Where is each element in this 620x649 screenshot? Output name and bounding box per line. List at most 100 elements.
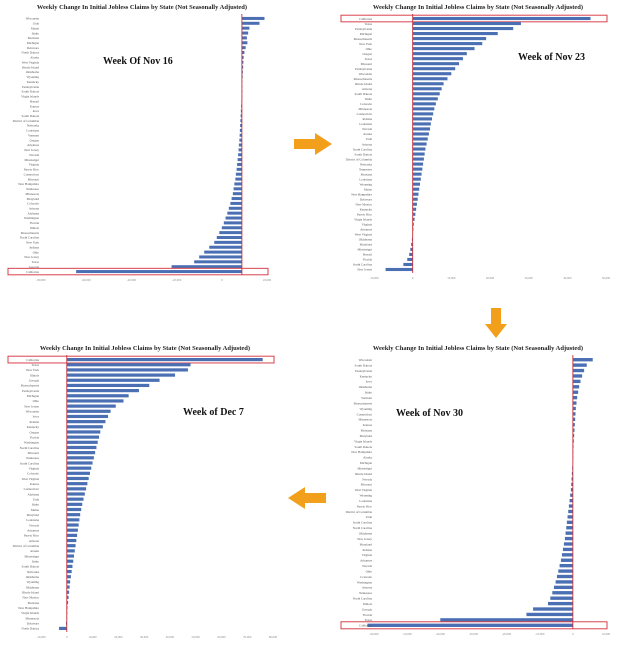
category-label: Louisiana (26, 129, 39, 133)
x-tick-label: -80,000 (36, 278, 46, 283)
bar (412, 72, 452, 76)
bar (66, 482, 88, 486)
category-label: South Dakota (22, 90, 40, 94)
category-label: West Virginia (355, 488, 373, 492)
bar (241, 55, 244, 59)
category-label: Massachusetts (21, 384, 40, 388)
bar (235, 177, 242, 181)
category-label: Washington (24, 216, 40, 220)
bar (237, 158, 242, 162)
week-label: Week of Nov 30 (396, 408, 463, 419)
x-tick-label: 80,000 (269, 635, 278, 640)
bar (565, 531, 573, 535)
category-label: Wisconsin (359, 358, 373, 362)
category-label: Idaho (365, 391, 373, 395)
category-label: New Jersey (357, 268, 372, 272)
bar (241, 60, 244, 64)
category-label: Indiana (29, 245, 39, 249)
category-label: Alaska (363, 456, 372, 460)
category-label: Tennessee (359, 167, 373, 171)
category-label: Virgin Islands (21, 95, 40, 99)
bar (66, 409, 111, 413)
bar (66, 420, 106, 424)
bar (412, 42, 483, 46)
category-label: Rhode Island (355, 472, 372, 476)
bar (412, 212, 416, 216)
bar (66, 590, 70, 594)
category-label: Oklahoma (359, 532, 373, 536)
bar (66, 549, 75, 553)
bar (562, 547, 573, 552)
bar (412, 127, 431, 131)
bar (566, 520, 573, 524)
bar (241, 26, 250, 30)
category-label: Wyoming (26, 580, 39, 584)
category-label: Delaware (27, 46, 40, 50)
bar (66, 569, 72, 574)
bar (568, 509, 573, 514)
bar (66, 533, 78, 537)
bar (66, 580, 71, 584)
category-label: Delaware (27, 622, 40, 626)
bar (241, 46, 246, 50)
category-label: Wisconsin (26, 17, 40, 21)
bar (409, 252, 413, 256)
bar (552, 591, 573, 595)
category-label: New Hampshire (18, 606, 39, 610)
bar (66, 502, 83, 506)
bar (558, 569, 573, 573)
x-tick-label: -40,000 (436, 632, 446, 637)
category-label: Missouri (28, 451, 39, 455)
category-label: Connecticut (24, 487, 40, 491)
bar (66, 497, 84, 501)
bar (214, 240, 242, 244)
category-label: Nevada (362, 564, 372, 568)
bar (66, 595, 69, 599)
bar (533, 607, 573, 611)
category-label: West Virginia (22, 477, 40, 481)
bar (570, 493, 573, 497)
category-label: Idaho (32, 560, 40, 564)
category-label: Mississippi (24, 158, 39, 162)
bar (412, 192, 419, 196)
bar (412, 157, 424, 161)
category-label: Virginia (362, 553, 373, 557)
bar (412, 16, 591, 21)
bar (240, 119, 242, 123)
category-label: South Dakota (355, 363, 373, 367)
bar (66, 461, 93, 465)
category-label: North Carolina (20, 236, 40, 240)
bar (231, 197, 242, 201)
bar (209, 245, 242, 249)
x-tick-label: 0 (221, 278, 223, 282)
bar (76, 270, 242, 274)
bar (572, 379, 581, 384)
category-label: Texas (32, 363, 40, 367)
category-label: Nebraska (27, 570, 40, 574)
category-label: California (359, 624, 373, 628)
bar (239, 138, 242, 142)
bar (239, 128, 242, 132)
bar (66, 513, 81, 517)
category-label: Florida (363, 258, 373, 262)
category-label: Michigan (27, 41, 40, 45)
bar (241, 65, 244, 69)
bar (572, 417, 576, 422)
category-label: Missouri (361, 483, 372, 487)
category-label: Nebraska (27, 124, 40, 128)
bar (66, 523, 79, 527)
category-label: Kansas (30, 104, 40, 108)
category-label: Rhode Island (22, 591, 39, 595)
category-label: Pennsylvania (355, 27, 373, 31)
bar (412, 162, 424, 166)
category-label: New Jersey (24, 404, 39, 408)
category-label: Nevada (29, 153, 39, 157)
bar (403, 262, 413, 267)
category-label: Nevada (362, 127, 372, 131)
chart-nov30: Weekly Change In Initial Jobless Claims … (340, 345, 611, 637)
bar (412, 102, 436, 106)
category-label: Oklahoma (359, 385, 373, 389)
category-label: Virginia (29, 163, 40, 167)
x-tick-label: 60,000 (217, 635, 226, 640)
bar (66, 518, 80, 522)
